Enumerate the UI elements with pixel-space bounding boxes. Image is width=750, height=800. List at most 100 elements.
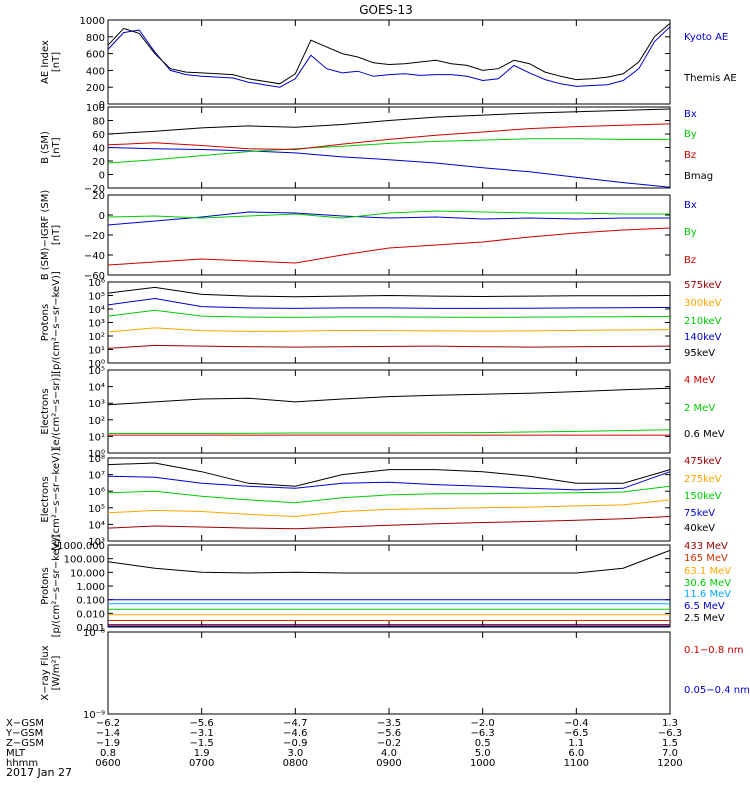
x-tick-label: −6.2 — [96, 718, 120, 729]
y-tick-label: 10⁶ — [88, 278, 105, 289]
panel-frame — [107, 631, 671, 715]
series-line-275kev — [107, 499, 671, 518]
panel-electrons_low: 10³ 10⁴ 10⁵ 10⁶ 10⁷ 10⁸ Electrons [e/(cm²−s−sr−… — [40, 448, 722, 551]
x-tick-label: −1.5 — [190, 738, 214, 749]
x-tick-label: −4.7 — [283, 718, 307, 729]
x-tick-label: 3.0 — [287, 748, 303, 759]
x-tick-label: 0.8 — [100, 748, 116, 759]
x-axis-row-label: X−GSM — [6, 718, 44, 729]
panel-frame — [107, 194, 671, 276]
y-axis-label: [nT] — [51, 52, 62, 72]
y-axis-label: B (SM) — [40, 131, 51, 164]
y-tick-label: 200 — [86, 83, 105, 94]
x-axis-row-label: Y−GSM — [5, 728, 43, 739]
y-axis-label: Electrons — [40, 388, 51, 434]
x-tick-label: 1.3 — [662, 718, 678, 729]
y-tick-label: 1.000 — [76, 582, 105, 593]
panel-protons_high: 0.001 0.010 0.100 1.000 10.000 100.000 1000.00… — [40, 535, 731, 638]
y-tick-label: 10³ — [88, 319, 105, 330]
x-tick-label: −5.6 — [377, 728, 401, 739]
series-line-by — [107, 138, 670, 164]
y-tick-label: 10⁵ — [88, 366, 105, 377]
series-line-575kev — [107, 344, 671, 349]
y-tick-label: −20 — [84, 184, 105, 195]
legend-entry: 0.6 MeV — [684, 429, 725, 440]
x-tick-label: 1.9 — [194, 748, 210, 759]
y-tick-label: 0 — [99, 211, 105, 222]
panel-ae: 0 200 400 600 800 1000 AE Index [nT] Kyoto AE The… — [40, 16, 737, 111]
legend-entry: 210keV — [684, 316, 722, 327]
x-tick-label: −6.5 — [564, 728, 588, 739]
y-axis-label: [W/m²] — [51, 655, 62, 690]
series-line-0-6-mev — [107, 387, 671, 406]
legend-entry: Bmag — [684, 171, 713, 182]
series-line-2-mev — [108, 429, 671, 434]
y-axis-label: Protons — [40, 304, 51, 341]
legend-entry: 165 MeV — [684, 553, 728, 564]
series-line-2-5-mev — [107, 549, 671, 574]
series-line-bmag — [107, 108, 671, 135]
legend-entry: 0.05−0.4 nm — [684, 685, 750, 696]
y-tick-label: 40 — [92, 144, 105, 155]
y-axis-label: [p/(cm²−s−sr−keV)] — [51, 535, 62, 638]
series-line-475kev — [107, 516, 671, 530]
legend-entry: 4 MeV — [684, 375, 715, 386]
legend-entry: 63.1 MeV — [684, 566, 731, 577]
y-tick-label: −20 — [84, 231, 105, 242]
y-axis-label: X−ray Flux — [40, 645, 51, 700]
x-tick-label: 6.0 — [568, 748, 584, 759]
x-tick-label: −0.9 — [283, 738, 307, 749]
x-tick-label: 7.0 — [662, 748, 678, 759]
legend-entry: By — [684, 129, 697, 140]
legend-entry: Themis AE — [683, 73, 737, 84]
x-tick-label: 0800 — [283, 758, 308, 769]
x-tick-label: 0.5 — [475, 738, 491, 749]
x-tick-label: 0600 — [95, 758, 120, 769]
legend-entry: Bz — [684, 150, 696, 161]
series-line-bz — [107, 123, 671, 151]
series-line-by — [107, 210, 670, 219]
x-axis-labels: X−GSM −6.2 −5.6 −4.7 −3.5 −2.0 −0.4 1.3 Y−GSM −1.… — [5, 718, 683, 769]
y-tick-label: 10⁷ — [88, 471, 105, 482]
x-tick-label: 1200 — [657, 758, 682, 769]
panel-frame — [107, 369, 671, 454]
y-axis-label: AE Index — [40, 40, 51, 84]
y-tick-label: 10⁰ — [88, 359, 105, 370]
y-tick-label: 20 — [92, 191, 105, 202]
y-axis-label: Protons — [40, 567, 51, 604]
legend-entry: By — [684, 227, 697, 238]
legend-entry: 2.5 MeV — [684, 613, 725, 624]
y-axis-label: [nT] — [51, 137, 62, 157]
y-tick-label: 80 — [92, 117, 105, 128]
y-axis-label: [e/(cm²−s−sr−keV)] — [51, 448, 62, 551]
y-tick-label: 10⁴ — [88, 383, 105, 394]
series-line-140kev — [107, 297, 671, 309]
y-tick-label: 10⁴ — [88, 305, 105, 316]
series-line-75kev — [107, 471, 671, 491]
legend-entry: 275keV — [684, 474, 722, 485]
series-line-bx — [107, 211, 670, 226]
x-tick-label: 5.0 — [475, 748, 491, 759]
y-tick-label: 0.010 — [76, 609, 105, 620]
x-tick-label: −4.6 — [283, 728, 307, 739]
y-tick-label: 10⁶ — [88, 487, 105, 498]
series-line-150kev — [107, 485, 671, 504]
x-tick-label: 0700 — [189, 758, 214, 769]
y-tick-label: 0.001 — [76, 623, 105, 634]
date-label: 2017 Jan 27 — [6, 766, 72, 779]
y-tick-label: 10⁵ — [88, 292, 105, 303]
y-tick-label: 60 — [92, 130, 105, 141]
x-tick-label: −6.3 — [658, 728, 682, 739]
series-line-40kev — [107, 462, 671, 487]
y-axis-label: Electrons — [40, 476, 51, 522]
y-tick-label: 0 — [99, 100, 105, 111]
x-tick-label: 1100 — [564, 758, 589, 769]
series-line-300kev — [107, 327, 671, 333]
y-tick-label: 10⁵ — [88, 504, 105, 515]
x-tick-label: −1.9 — [96, 738, 120, 749]
panel-bigrf: −60 −40 −20 0 20 B (SM)−IGRF (SM) [nT] Bx By Bz — [40, 190, 697, 282]
legend-entry: 0.1−0.8 nm — [684, 645, 743, 656]
y-tick-label: 0.100 — [76, 596, 105, 607]
legend-entry: 40keV — [684, 523, 715, 534]
